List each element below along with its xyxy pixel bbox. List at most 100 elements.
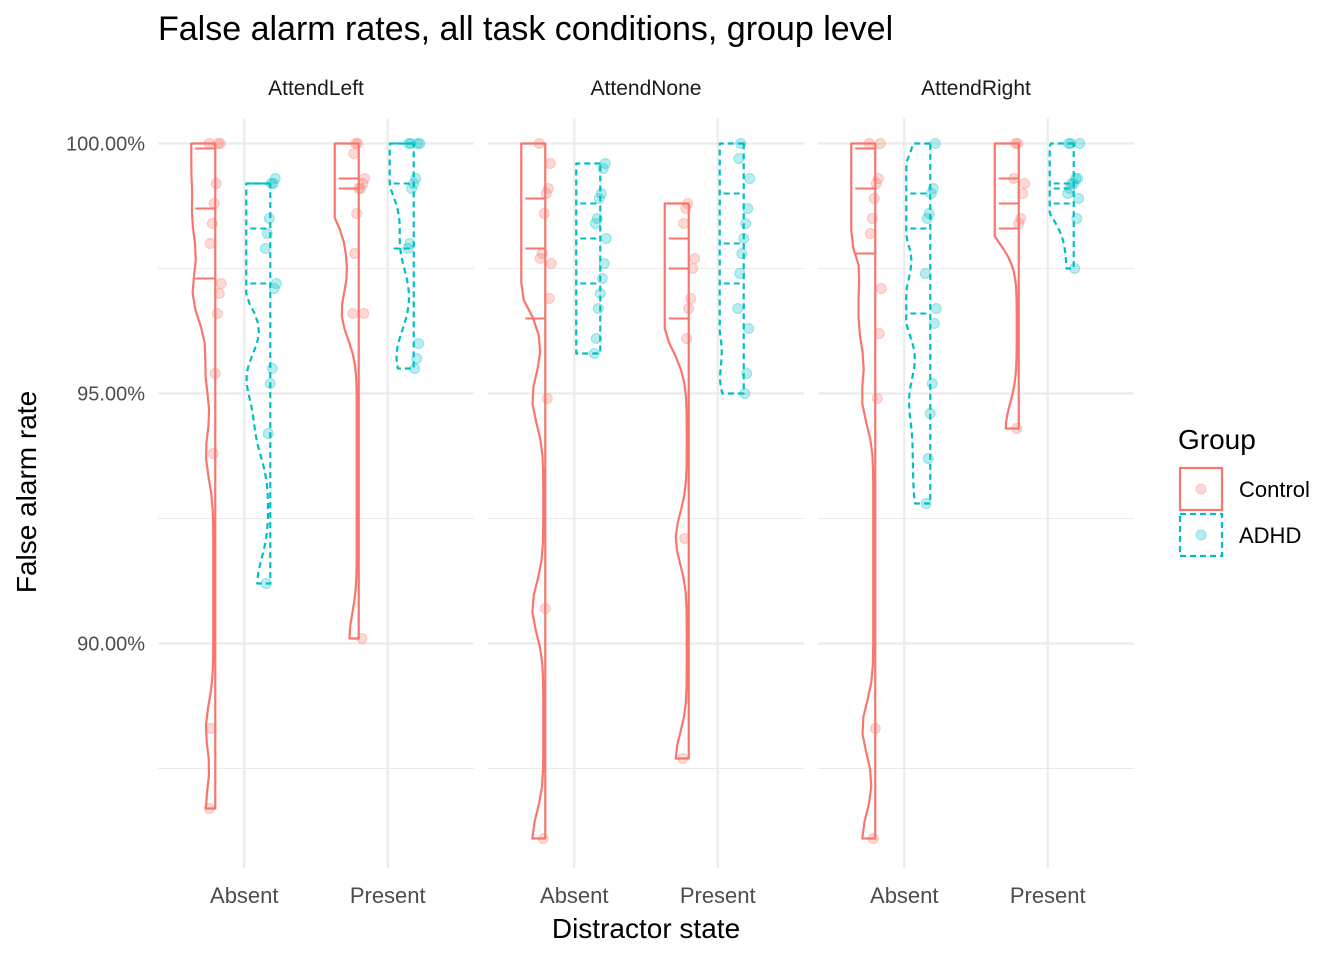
data-point bbox=[404, 238, 416, 249]
panel-attendright: AttendRight Absent Present bbox=[818, 77, 1134, 908]
data-point bbox=[863, 138, 875, 149]
data-point bbox=[869, 723, 881, 734]
data-point bbox=[207, 448, 219, 459]
data-point bbox=[689, 253, 701, 264]
data-point bbox=[744, 173, 756, 184]
data-point bbox=[741, 368, 753, 379]
data-point bbox=[352, 138, 364, 149]
data-point bbox=[867, 833, 879, 844]
data-point bbox=[1074, 138, 1086, 149]
data-point bbox=[920, 498, 932, 509]
violin-adhd-present bbox=[388, 142, 415, 370]
violin-control-present bbox=[993, 142, 1020, 430]
data-point bbox=[591, 213, 603, 224]
data-point bbox=[536, 248, 548, 259]
data-point bbox=[597, 163, 609, 174]
data-point bbox=[533, 138, 545, 149]
data-point bbox=[270, 278, 282, 289]
violin-control-absent bbox=[850, 142, 877, 840]
data-point bbox=[203, 803, 215, 814]
data-point bbox=[534, 253, 546, 264]
data-point bbox=[1062, 188, 1074, 199]
data-point bbox=[598, 258, 610, 269]
data-point bbox=[922, 453, 934, 464]
data-point bbox=[1063, 138, 1075, 149]
legend-key-point bbox=[1195, 529, 1207, 541]
data-point bbox=[411, 353, 423, 364]
data-point bbox=[210, 178, 222, 189]
data-point bbox=[537, 833, 549, 844]
y-tick-label: 95.00% bbox=[77, 384, 145, 406]
data-point bbox=[213, 288, 225, 299]
data-point bbox=[215, 278, 227, 289]
data-point bbox=[870, 178, 882, 189]
data-point bbox=[542, 183, 554, 194]
data-point bbox=[600, 233, 612, 244]
data-point bbox=[347, 308, 359, 319]
data-point bbox=[738, 233, 750, 244]
data-point bbox=[543, 293, 555, 304]
panel-attendnone: AttendNone Absent Present bbox=[488, 77, 804, 908]
violin-adhd-present bbox=[718, 142, 745, 395]
data-point bbox=[406, 183, 418, 194]
data-point bbox=[410, 173, 422, 184]
data-point bbox=[405, 138, 417, 149]
data-point bbox=[732, 303, 744, 314]
data-point bbox=[355, 183, 367, 194]
data-point bbox=[214, 138, 226, 149]
data-point bbox=[1011, 423, 1023, 434]
data-point bbox=[923, 208, 935, 219]
data-point bbox=[924, 408, 936, 419]
legend: Group Control ADHD bbox=[1178, 424, 1310, 558]
data-point bbox=[1013, 218, 1025, 229]
data-point bbox=[1066, 178, 1078, 189]
data-point bbox=[1015, 213, 1027, 224]
data-point bbox=[875, 283, 887, 294]
violin-adhd-absent bbox=[905, 142, 932, 505]
panel-attendleft: AttendLeft Absent Present bbox=[158, 77, 474, 908]
panels: AttendLeft Absent Present AttendNone Absent P… bbox=[66, 77, 1134, 908]
x-tick-label: Absent bbox=[540, 883, 609, 908]
data-point bbox=[266, 363, 278, 374]
data-point bbox=[925, 188, 937, 199]
data-point bbox=[349, 248, 361, 259]
data-point bbox=[358, 308, 370, 319]
data-point bbox=[1065, 138, 1077, 149]
data-point bbox=[592, 303, 604, 314]
data-point bbox=[1064, 183, 1076, 194]
violin-control-present bbox=[333, 142, 360, 640]
data-point bbox=[927, 183, 939, 194]
data-point bbox=[742, 203, 754, 214]
legend-key-adhd bbox=[1178, 512, 1224, 558]
data-point bbox=[1008, 173, 1020, 184]
data-point bbox=[736, 248, 748, 259]
data-point bbox=[412, 138, 424, 149]
violin-control-absent bbox=[520, 142, 547, 840]
violin-control-present bbox=[663, 202, 690, 760]
data-point bbox=[409, 363, 421, 374]
data-point bbox=[678, 218, 690, 229]
data-point bbox=[203, 138, 215, 149]
data-point bbox=[594, 288, 606, 299]
data-point bbox=[260, 578, 272, 589]
x-tick-label: Absent bbox=[870, 883, 939, 908]
data-point bbox=[1071, 213, 1083, 224]
data-point bbox=[1070, 173, 1082, 184]
data-point bbox=[209, 368, 221, 379]
data-point bbox=[871, 393, 883, 404]
data-point bbox=[211, 308, 223, 319]
data-point bbox=[261, 228, 273, 239]
data-point bbox=[743, 323, 755, 334]
data-point bbox=[873, 328, 885, 339]
data-point bbox=[864, 228, 876, 239]
data-point bbox=[872, 173, 884, 184]
data-point bbox=[926, 378, 938, 389]
data-point bbox=[269, 173, 281, 184]
data-point bbox=[595, 188, 607, 199]
data-point bbox=[414, 138, 426, 149]
data-point bbox=[351, 208, 363, 219]
data-point bbox=[589, 218, 601, 229]
data-point bbox=[1017, 188, 1029, 199]
data-point bbox=[1068, 178, 1080, 189]
